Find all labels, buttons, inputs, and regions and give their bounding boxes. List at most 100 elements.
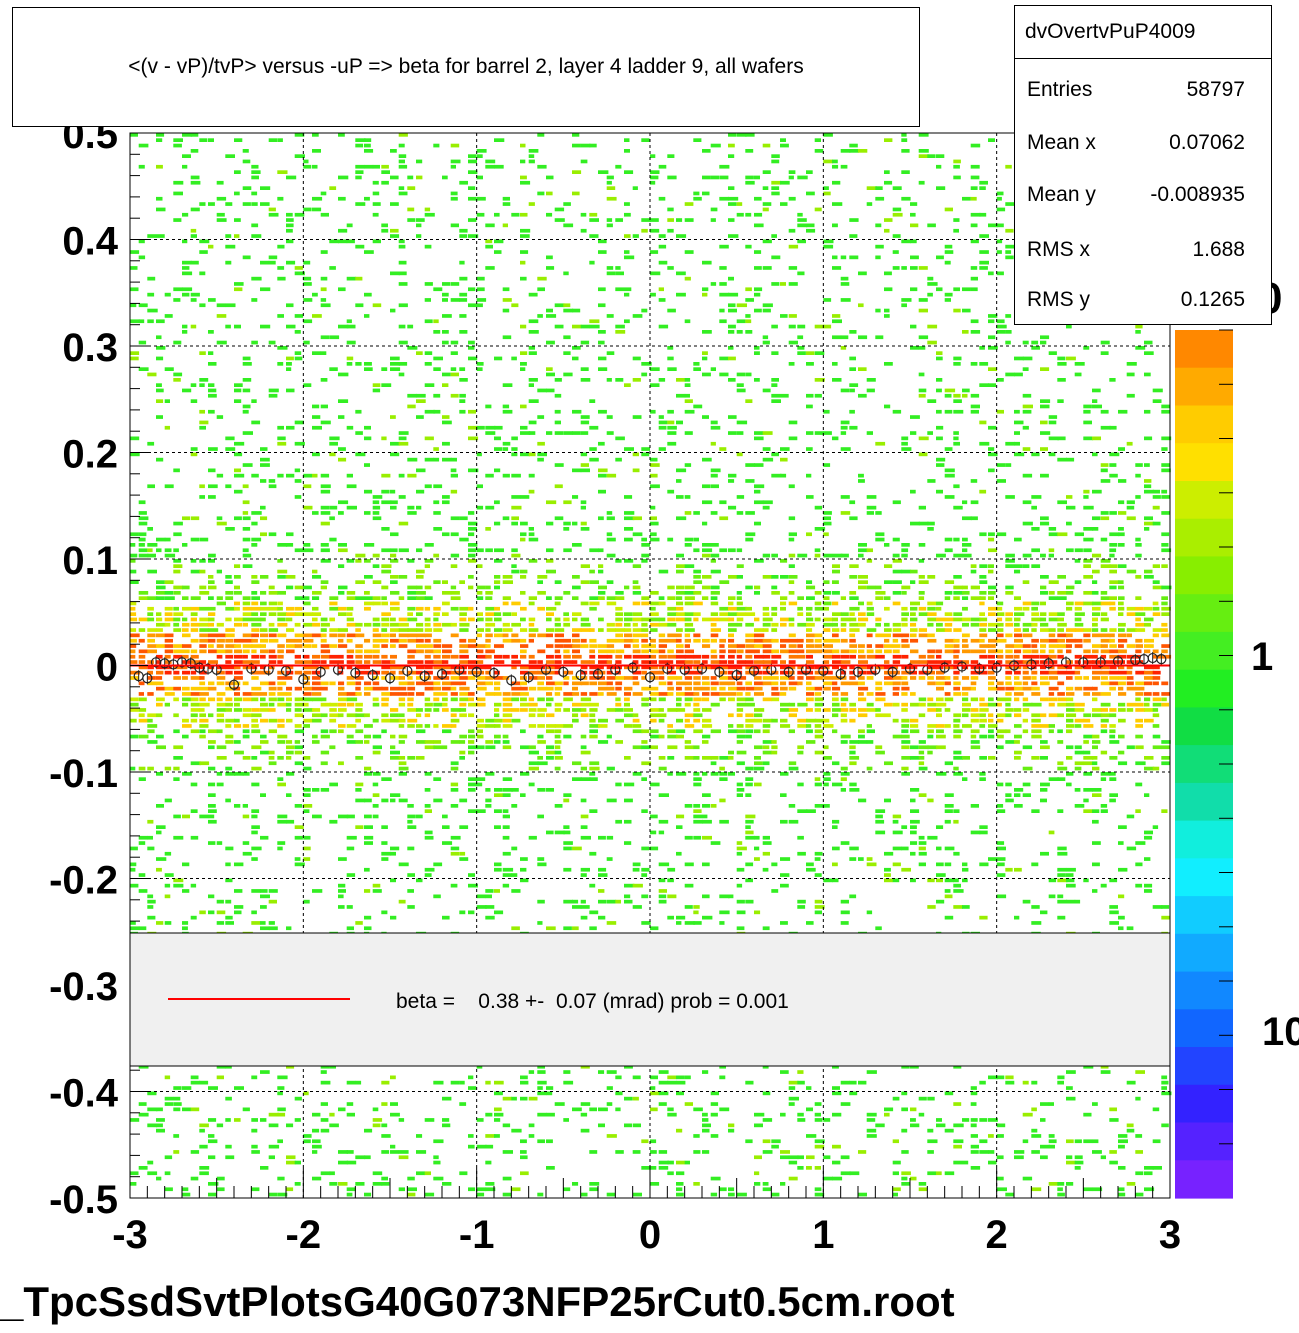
y-tick-label: 0.4 — [62, 220, 118, 264]
x-tick-label: 1 — [812, 1213, 834, 1257]
profile-point — [939, 662, 950, 673]
palette-swatch — [1175, 518, 1233, 557]
profile-point — [1095, 657, 1106, 668]
stats-histogram-name: dvOvertvPuP4009 — [1015, 6, 1271, 59]
y-tick-label: -0.2 — [49, 859, 118, 903]
stats-value: 1.688 — [1192, 238, 1245, 261]
profile-point — [696, 663, 708, 674]
palette-swatch — [1175, 782, 1233, 822]
profile-point — [419, 671, 430, 682]
palette-swatch — [1175, 858, 1233, 897]
palette-swatch — [1175, 367, 1233, 406]
profile-point — [592, 668, 604, 680]
x-tick-label: 0 — [639, 1213, 661, 1257]
stats-row-rms-x: RMS x 1.688 — [1027, 238, 1245, 262]
stats-row-mean-y: Mean y -0.008935 — [1027, 183, 1245, 207]
profile-point — [575, 669, 586, 681]
stats-label: RMS x — [1027, 238, 1090, 261]
palette-swatch — [1175, 330, 1233, 369]
legend-label: beta = 0.38 +- 0.07 (mrad) prob = 0.001 — [396, 990, 789, 1013]
profile-point — [1060, 657, 1072, 668]
profile-point — [991, 662, 1002, 673]
stats-row-mean-x: Mean x 0.07062 — [1027, 131, 1245, 155]
y-tick-label: -0.1 — [49, 752, 118, 796]
y-tick-label: 0.1 — [62, 539, 118, 583]
y-tick-label: -0.5 — [49, 1178, 118, 1222]
profile-point — [142, 673, 153, 684]
stats-label: Entries — [1027, 78, 1093, 101]
profile-point — [852, 666, 864, 677]
palette-swatch — [1175, 405, 1233, 444]
y-tick-label: 0.3 — [62, 326, 118, 370]
palette-swatch — [1175, 707, 1233, 746]
x-tick-label: -3 — [112, 1213, 148, 1257]
profile-point — [384, 673, 396, 684]
palette-swatch — [1175, 556, 1233, 595]
y-tick-label: 0.2 — [62, 433, 118, 477]
y-tick-label: -0.4 — [49, 1072, 119, 1116]
color-palette: 0110 — [1175, 274, 1299, 1199]
profile-point — [1156, 654, 1167, 665]
y-tick-label: 0 — [96, 646, 118, 690]
profile-point — [714, 666, 725, 677]
profile-point — [350, 667, 361, 679]
profile-point — [1078, 657, 1089, 668]
stats-label: Mean x — [1027, 131, 1096, 154]
palette-swatch — [1175, 1009, 1233, 1048]
file-name-footer: _TpcSsdSvtPlotsG40G073NFP25rCut0.5cm.roo… — [0, 1278, 955, 1325]
profile-point — [471, 666, 482, 677]
profile-point — [488, 667, 500, 679]
palette-swatch — [1175, 1122, 1233, 1161]
profile-point — [835, 668, 846, 680]
profile-point — [783, 666, 794, 677]
palette-label: 1 — [1251, 635, 1273, 679]
profile-point — [558, 666, 569, 677]
palette-swatch — [1175, 1084, 1233, 1124]
stats-label: Mean y — [1027, 183, 1096, 206]
x-tick-label: -2 — [286, 1213, 322, 1257]
profile-point — [662, 663, 673, 674]
profile-point — [731, 669, 742, 681]
profile-point — [644, 672, 656, 683]
chart-title: <(v - vP)/tvP> versus -uP => beta for ba… — [128, 55, 804, 78]
palette-swatch — [1175, 971, 1233, 1010]
fit-legend: beta = 0.38 +- 0.07 (mrad) prob = 0.001 — [129, 932, 1171, 1067]
profile-point — [1043, 658, 1054, 669]
palette-swatch — [1175, 1047, 1233, 1086]
y-tick-label: -0.3 — [49, 965, 118, 1009]
profile-point — [228, 679, 240, 690]
palette-swatch — [1175, 1160, 1233, 1199]
profile-point — [185, 658, 196, 669]
palette-swatch — [1175, 933, 1233, 973]
x-tick-label: 3 — [1159, 1213, 1181, 1257]
stats-row-rms-y: RMS y 0.1265 — [1027, 288, 1245, 312]
stats-value: -0.008935 — [1150, 183, 1245, 206]
profile-point — [956, 661, 968, 672]
palette-swatch — [1175, 443, 1233, 482]
profile-point — [904, 663, 916, 674]
title-box: <(v - vP)/tvP> versus -uP => beta for ba… — [12, 7, 920, 127]
profile-point — [627, 662, 638, 673]
profile-point — [315, 666, 326, 677]
palette-swatch — [1175, 631, 1233, 671]
stats-value: 58797 — [1186, 78, 1245, 101]
stats-label: RMS y — [1027, 288, 1090, 311]
profile-point — [1026, 659, 1037, 670]
palette-swatch — [1175, 669, 1233, 708]
profile-point — [887, 666, 898, 677]
profile-point — [506, 675, 517, 686]
palette-label: 10 — [1262, 1010, 1299, 1054]
stats-value: 0.07062 — [1169, 131, 1245, 154]
profile-points — [133, 652, 1167, 691]
profile-point — [298, 674, 309, 685]
palette-swatch — [1175, 594, 1233, 633]
stats-box: dvOvertvPuP4009 Entries 58797 Mean x 0.0… — [1014, 5, 1272, 325]
stats-row-entries: Entries 58797 — [1027, 78, 1245, 102]
x-tick-label: 2 — [986, 1213, 1008, 1257]
palette-swatch — [1175, 481, 1233, 520]
palette-swatch — [1175, 820, 1233, 859]
profile-point — [246, 663, 257, 674]
profile-point — [523, 672, 534, 683]
profile-point — [367, 669, 378, 681]
